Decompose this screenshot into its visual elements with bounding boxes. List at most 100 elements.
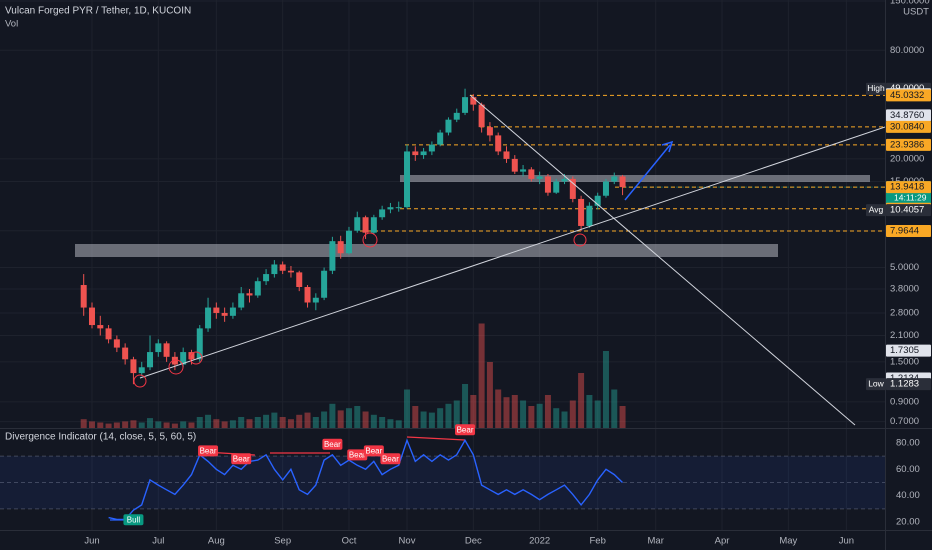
- price-label-bg: [886, 89, 931, 102]
- x-tick-label: May: [779, 536, 797, 547]
- volume-bar: [387, 419, 394, 428]
- price-label-bg: [886, 120, 931, 133]
- candle-body: [453, 112, 460, 120]
- candle-body: [536, 176, 543, 179]
- volume-bar: [412, 406, 419, 428]
- volume-bar: [462, 384, 469, 428]
- price-label-bg: [886, 378, 931, 391]
- volume-bar: [213, 419, 220, 428]
- candle-body: [379, 209, 386, 218]
- x-tick-label: Mar: [648, 536, 664, 547]
- candle-body: [304, 287, 311, 303]
- grid: [0, 0, 885, 530]
- x-tick-label: Jun: [84, 536, 99, 547]
- candle-body: [88, 307, 95, 326]
- volume-bar: [486, 362, 493, 428]
- price-label-bg: [886, 181, 931, 194]
- signal-label: Bear: [365, 446, 382, 455]
- price-label: 1.7305: [890, 345, 919, 356]
- candle-body: [362, 217, 369, 233]
- y-tick-label: 3.8000: [890, 284, 919, 295]
- candle-body: [271, 264, 278, 275]
- volume-bar: [88, 421, 95, 428]
- circle: [573, 233, 587, 247]
- candle-body: [163, 343, 170, 357]
- volume-bar: [611, 389, 618, 428]
- x-tick-label: Feb: [589, 536, 605, 547]
- level-lines: [360, 94, 885, 232]
- volume-bar: [180, 421, 187, 428]
- volume: [80, 323, 626, 428]
- candle-body: [428, 144, 435, 152]
- candle-body: [420, 151, 427, 156]
- signal-label: Bear: [200, 446, 217, 455]
- candle-body: [279, 264, 286, 271]
- y-tick-label: 20.0000: [890, 153, 924, 164]
- candle-body: [528, 169, 535, 179]
- signal-label-bg: [123, 514, 144, 526]
- candle-body: [619, 176, 626, 188]
- signal-label-bg: [380, 453, 401, 465]
- x-tick-label: Aug: [208, 536, 225, 547]
- volume-bar: [586, 395, 593, 428]
- signal-label-bg: [347, 449, 368, 461]
- signal-label: Bear: [349, 450, 366, 459]
- volume-bar: [163, 422, 170, 428]
- signal-label: Bear: [324, 440, 341, 449]
- volume-bar: [520, 400, 527, 428]
- chart-title: Vulcan Forged PYR / Tether, 1D, KUCOIN: [5, 6, 191, 17]
- y-tick-label: 40.00: [896, 490, 920, 501]
- volume-bar: [287, 419, 294, 428]
- volume-bar: [155, 421, 162, 428]
- volume-bar: [321, 411, 328, 428]
- price-label: 23.9386: [890, 139, 924, 150]
- y-tick-label: 2.1000: [890, 330, 919, 341]
- zone: [400, 175, 870, 182]
- volume-bar: [428, 412, 435, 428]
- candle-body: [329, 241, 336, 271]
- volume-bar: [205, 414, 212, 428]
- volume-bar: [379, 417, 386, 428]
- candle-body: [80, 285, 87, 308]
- axes: 150.000080.000020.000015.00008.00005.000…: [84, 0, 929, 547]
- candle-body: [470, 97, 477, 105]
- volume-bar: [395, 420, 402, 428]
- price-label-bg: [886, 225, 931, 238]
- volume-bar: [453, 400, 460, 428]
- price-labels: 49.0000High45.677345.033234.876030.08402…: [866, 82, 931, 391]
- candle-body: [213, 307, 220, 313]
- candle-body: [586, 205, 593, 226]
- volume-bar: [80, 419, 87, 428]
- price-label: 34.8760: [890, 110, 924, 121]
- signal-label: Bull: [127, 515, 141, 524]
- trend-line: [139, 126, 886, 379]
- candle-body: [520, 169, 527, 172]
- volume-bar: [246, 419, 253, 428]
- candle-body: [180, 352, 187, 365]
- volume-bar: [238, 417, 245, 428]
- x-tick-label: Apr: [715, 536, 730, 547]
- candle-body: [171, 356, 178, 365]
- candle-body: [246, 293, 253, 296]
- candle-body: [569, 178, 576, 199]
- x-tick-label: Jun: [839, 536, 854, 547]
- signal-label: Bear: [457, 425, 474, 434]
- x-tick-label: Dec: [465, 536, 482, 547]
- volume-bar: [478, 323, 485, 428]
- candle-body: [196, 328, 203, 360]
- signal-label-bg: [455, 424, 476, 436]
- candle-body: [321, 270, 328, 298]
- candle-body: [221, 312, 228, 316]
- y-tick-label: 5.0000: [890, 262, 919, 273]
- candle-body: [238, 293, 245, 308]
- volume-bar: [561, 411, 568, 428]
- volume-bar: [254, 417, 261, 428]
- price-label: 30.0840: [890, 121, 924, 132]
- volume-bar: [188, 422, 195, 428]
- price-label: 10.4057: [890, 205, 924, 216]
- volume-bar: [130, 420, 137, 428]
- price-tag: Low: [868, 378, 884, 388]
- zone: [75, 244, 778, 257]
